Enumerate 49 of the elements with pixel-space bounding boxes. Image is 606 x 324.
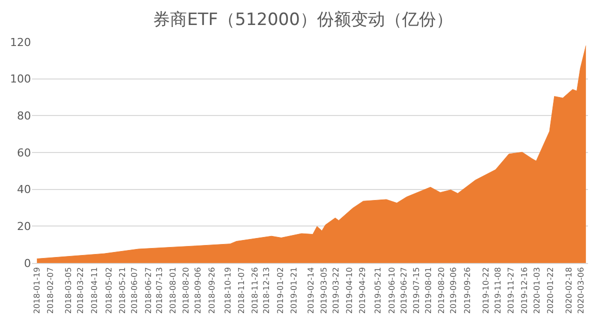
- x-tick-label: 2019-01-02: [276, 267, 286, 314]
- x-tick-label: 2018-09-26: [208, 267, 217, 314]
- y-tick-label: 40: [17, 183, 31, 196]
- x-tick-label: 2019-10-22: [481, 267, 490, 314]
- x-tick-label: 2019-03-22: [332, 267, 341, 314]
- x-tick-label: 2019-06-10: [388, 267, 397, 314]
- x-tick-label: 2018-05-21: [118, 267, 127, 314]
- x-tick-label: 2020-01-22: [546, 267, 555, 314]
- x-tick-label: 2018-08-01: [168, 267, 178, 314]
- x-tick-label: 2019-07-15: [412, 267, 422, 314]
- y-tick-label: 20: [17, 220, 31, 234]
- x-tick-label: 2019-01-21: [289, 267, 298, 314]
- x-tick-label: 2020-01-03: [532, 267, 542, 314]
- y-tick-label: 0: [24, 256, 31, 270]
- x-tick-label: 2019-02-14: [306, 267, 316, 314]
- x-tick-label: 2018-06-27: [144, 267, 153, 314]
- x-tick-label: 2018-07-13: [155, 267, 164, 314]
- x-tick-label: 2019-11-08: [493, 267, 502, 314]
- x-tick-label: 2019-08-01: [424, 267, 433, 314]
- y-tick-label: 100: [10, 72, 31, 86]
- x-tick-label: 2018-10-19: [224, 267, 233, 314]
- x-tick-label: 2018-08-20: [182, 267, 191, 314]
- x-tick-label: 2018-03-05: [64, 267, 74, 314]
- x-tick-label: 2020-02-18: [564, 267, 574, 314]
- x-tick-label: 2019-04-29: [358, 267, 368, 314]
- y-tick-label: 60: [17, 146, 31, 160]
- x-tick-label: 2019-05-21: [374, 267, 383, 314]
- x-tick-label: 2019-06-27: [399, 267, 408, 314]
- x-tick-label: 2018-02-07: [46, 267, 55, 314]
- x-tick-label: 2019-04-10: [344, 267, 354, 314]
- x-tick-label: 2019-11-27: [506, 267, 516, 314]
- x-tick-label: 2019-03-05: [320, 267, 329, 314]
- x-tick-label: 2018-12-13: [262, 267, 272, 314]
- x-tick-label: 2019-08-20: [437, 267, 446, 314]
- x-tick-label: 2018-03-22: [76, 267, 85, 314]
- y-tick-label: 120: [10, 36, 31, 49]
- x-tick-label: 2018-06-07: [130, 267, 139, 314]
- x-tick-label: 2018-11-07: [236, 267, 246, 314]
- x-tick-label: 2018-11-26: [250, 267, 260, 314]
- x-tick-label: 2018-01-19: [32, 267, 42, 314]
- x-tick-label: 2018-04-11: [90, 267, 99, 314]
- x-tick-label: 2019-09-06: [449, 267, 458, 314]
- x-tick-label: 2019-12-16: [520, 267, 529, 314]
- x-tick-label: 2018-09-06: [194, 267, 203, 314]
- x-tick-label: 2018-05-02: [104, 267, 114, 314]
- x-tick-label: 2020-03-06: [576, 267, 586, 314]
- x-tick-label: 2019-09-26: [463, 267, 472, 314]
- chart-title: 券商ETF（512000）份额变动（亿份）: [153, 10, 453, 30]
- y-tick-label: 80: [17, 110, 31, 123]
